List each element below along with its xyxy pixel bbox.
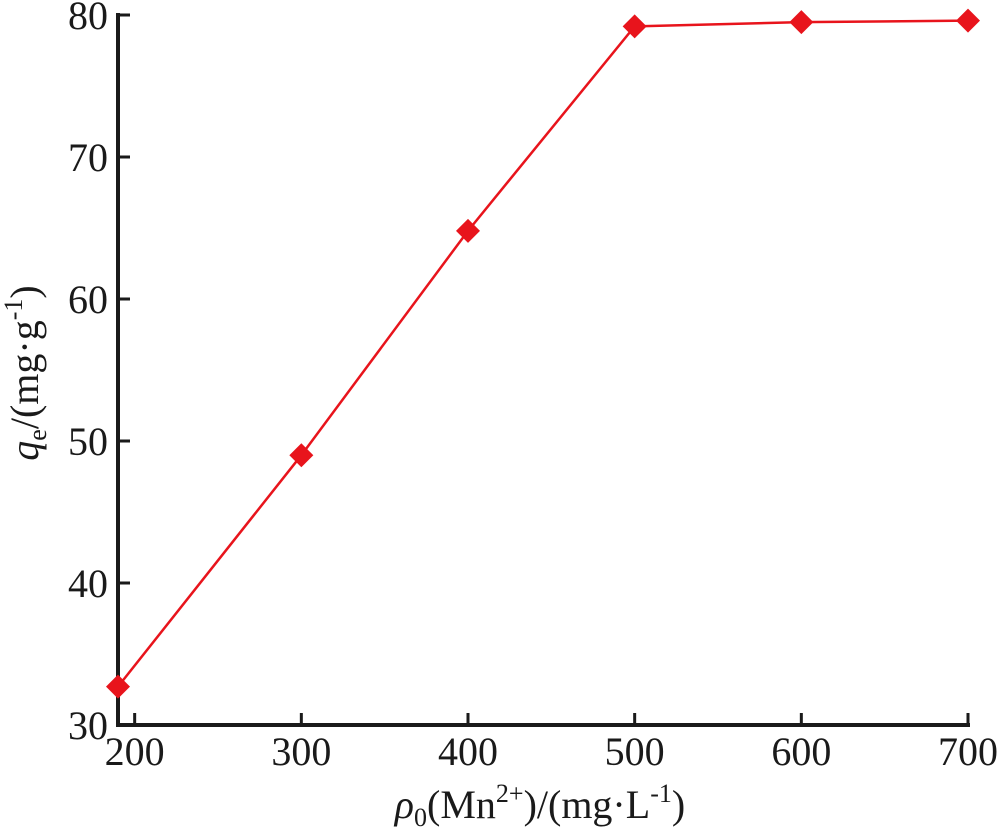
data-point [289,443,314,468]
y-tick-label: 50 [68,419,108,464]
y-tick-label: 60 [68,277,108,322]
y-axis-ticks: 30 40 50 60 70 80 [68,0,130,748]
data-point [456,218,480,243]
series-group [106,8,980,699]
y-tick-label: 80 [68,0,108,38]
data-point [622,14,647,39]
y-tick-label: 40 [68,561,108,606]
x-tick-label: 200 [105,729,165,774]
y-axis-title: qe/(mg·g-1) [0,285,52,460]
x-tick-label: 700 [938,729,998,774]
y-tick-label: 70 [68,135,108,180]
x-axis-ticks: 200 300 400 500 600 700 [105,713,998,774]
x-tick-label: 500 [605,729,665,774]
y-tick-label: 30 [68,703,108,748]
x-axis-title: ρ0(Mn2+)/(mg·L-1) [393,779,685,832]
data-point [789,10,814,35]
x-tick-label: 300 [271,729,331,774]
x-tick-label: 400 [438,729,498,774]
data-point [106,674,130,699]
x-tick-label: 600 [771,729,831,774]
series-line [117,19,969,688]
data-point [956,8,980,33]
